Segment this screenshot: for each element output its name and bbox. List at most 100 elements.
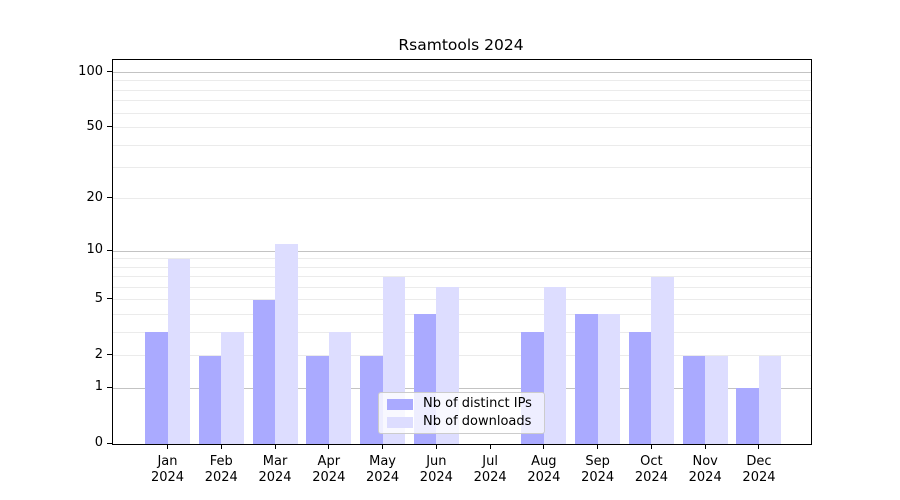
x-label-month-feb: Feb xyxy=(209,454,233,469)
x-label-year-dec: 2024 xyxy=(742,469,776,485)
gridline-minor-50 xyxy=(113,127,811,129)
gridline-minor-20 xyxy=(113,198,811,200)
gridline-minor-70 xyxy=(113,100,811,102)
x-tick-mar xyxy=(274,444,276,449)
y-tick-label-0: 0 xyxy=(94,435,103,450)
x-label-apr: Apr 2024 xyxy=(299,454,359,485)
x-label-year-jun: 2024 xyxy=(419,469,453,485)
gridline-minor-5 xyxy=(113,299,811,301)
gridline-minor-3 xyxy=(113,331,811,333)
gridline-minor-4 xyxy=(113,313,811,315)
x-tick-aug xyxy=(543,444,545,449)
y-tick-5 xyxy=(107,298,112,300)
x-label-year-jan: 2024 xyxy=(150,469,185,485)
bar-distinct-ips-mar xyxy=(252,299,276,444)
x-label-month-jan: Jan xyxy=(157,454,178,469)
bar-downloads-apr xyxy=(328,332,352,444)
y-tick-50 xyxy=(107,126,112,128)
x-tick-jul xyxy=(489,444,491,449)
legend-swatch-distinct-ips xyxy=(387,398,413,410)
y-tick-label-1: 1 xyxy=(94,379,103,395)
y-tick-20 xyxy=(107,197,112,199)
legend-label-downloads: Nb of downloads xyxy=(423,414,532,429)
gridline-minor-6 xyxy=(113,286,811,288)
x-label-jul: Jul 2024 xyxy=(460,454,520,485)
x-label-month-dec: Dec xyxy=(746,454,772,469)
bar-distinct-ips-jan xyxy=(145,332,168,444)
x-label-aug: Aug 2024 xyxy=(514,454,574,485)
x-tick-jun xyxy=(435,444,437,449)
x-label-feb: Feb 2024 xyxy=(191,454,251,485)
x-label-mar: Mar 2024 xyxy=(245,454,305,485)
y-tick-label-5: 5 xyxy=(94,290,103,306)
x-label-dec: Dec 2024 xyxy=(729,454,789,485)
x-label-year-oct: 2024 xyxy=(634,469,668,485)
bar-downloads-aug xyxy=(543,287,567,444)
bar-downloads-mar xyxy=(275,244,298,444)
x-label-month-sep: Sep xyxy=(585,454,610,469)
x-label-sep: Sep 2024 xyxy=(568,454,628,485)
x-label-year-may: 2024 xyxy=(366,469,400,485)
gridline-major-1 xyxy=(113,387,811,389)
y-tick-label-20: 20 xyxy=(86,189,103,205)
legend: Nb of distinct IPs Nb of downloads xyxy=(378,392,545,434)
x-label-month-mar: Mar xyxy=(262,454,288,469)
x-label-month-jul: Jul xyxy=(482,454,498,469)
x-label-year-nov: 2024 xyxy=(688,469,722,485)
x-label-year-apr: 2024 xyxy=(312,469,346,485)
x-label-year-feb: 2024 xyxy=(204,469,238,485)
y-tick-label-50: 50 xyxy=(86,118,103,134)
gridline-minor-7 xyxy=(113,276,811,278)
gridline-minor-2 xyxy=(113,355,811,357)
x-label-year-jul: 2024 xyxy=(473,469,507,485)
x-label-month-nov: Nov xyxy=(692,454,718,469)
legend-label-distinct-ips: Nb of distinct IPs xyxy=(423,396,532,411)
x-label-may: May 2024 xyxy=(353,454,413,485)
plot-area: Jan 2024 Feb 2024 Mar 2024 Apr 2024 May 2024 Jun 20… xyxy=(112,59,812,485)
legend-item-downloads: Nb of downloads xyxy=(387,413,536,431)
bar-distinct-ips-oct xyxy=(628,332,652,444)
x-label-jan: Jan 2024 xyxy=(138,454,198,485)
x-tick-dec xyxy=(758,444,760,449)
x-label-oct: Oct 2024 xyxy=(621,454,681,485)
gridline-major-10 xyxy=(113,250,811,252)
x-label-month-may: May xyxy=(369,454,397,469)
x-label-year-sep: 2024 xyxy=(581,469,615,485)
x-label-year-mar: 2024 xyxy=(258,469,292,485)
gridline-major-100 xyxy=(113,72,811,74)
bar-distinct-ips-apr xyxy=(306,355,329,444)
chart-title: Rsamtools 2024 xyxy=(398,36,524,54)
gridline-minor-90 xyxy=(113,80,811,82)
x-tick-oct xyxy=(650,444,652,449)
bar-distinct-ips-nov xyxy=(682,355,706,444)
y-tick-2 xyxy=(107,354,112,356)
bar-downloads-jan xyxy=(167,258,190,444)
bar-distinct-ips-sep xyxy=(575,314,598,444)
y-tick-label-2: 2 xyxy=(94,346,103,362)
bar-downloads-oct xyxy=(651,276,674,444)
x-label-month-aug: Aug xyxy=(531,454,557,469)
gridline-minor-60 xyxy=(113,112,811,114)
x-tick-apr xyxy=(328,444,330,449)
y-tick-label-10: 10 xyxy=(86,242,103,258)
gridline-minor-9 xyxy=(113,258,811,260)
x-tick-feb xyxy=(220,444,222,449)
gridline-minor-40 xyxy=(113,144,811,146)
bar-distinct-ips-dec xyxy=(736,388,759,444)
bar-downloads-sep xyxy=(597,314,621,444)
x-tick-may xyxy=(382,444,384,449)
gridline-minor-8 xyxy=(113,266,811,268)
gridline-minor-30 xyxy=(113,167,811,169)
bar-distinct-ips-feb xyxy=(198,355,222,444)
legend-item-distinct-ips: Nb of distinct IPs xyxy=(387,395,536,413)
y-tick-0 xyxy=(107,442,112,444)
bar-distinct-ips-may xyxy=(360,355,383,444)
bar-downloads-nov xyxy=(705,355,728,444)
y-tick-10 xyxy=(107,249,112,251)
y-tick-100 xyxy=(107,71,112,73)
bar-downloads-dec xyxy=(758,355,782,444)
x-tick-jan xyxy=(167,444,168,449)
x-label-month-jun: Jun xyxy=(426,454,447,469)
x-label-month-oct: Oct xyxy=(640,454,663,469)
